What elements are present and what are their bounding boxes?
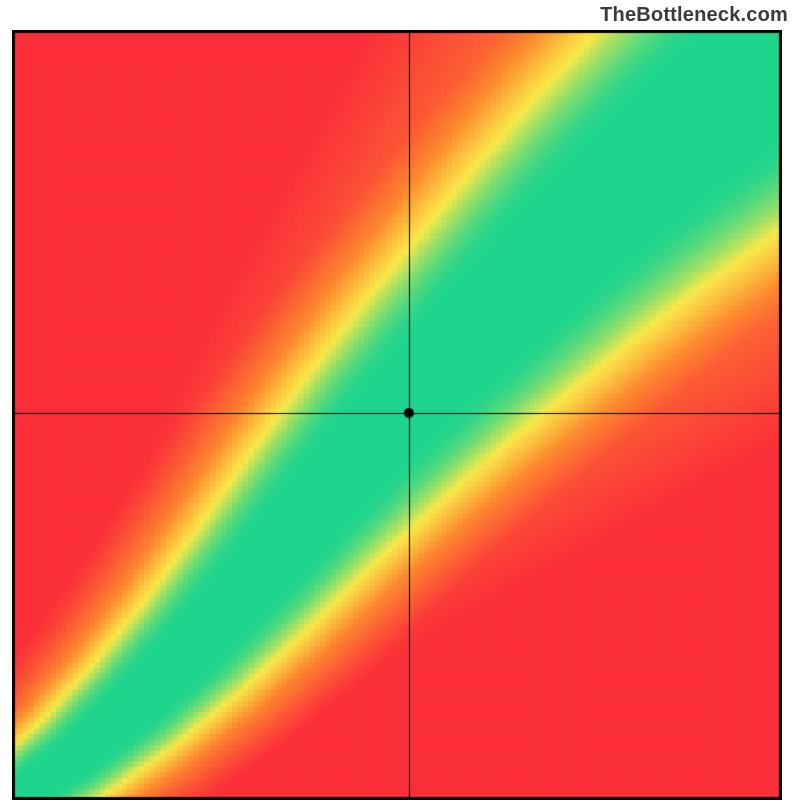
- bottleneck-heatmap: [12, 30, 782, 800]
- watermark-text: TheBottleneck.com: [600, 4, 788, 27]
